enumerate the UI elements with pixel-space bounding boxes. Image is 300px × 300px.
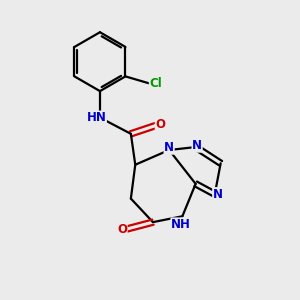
Text: HN: HN — [86, 111, 106, 124]
Text: O: O — [117, 223, 127, 236]
Text: N: N — [192, 139, 202, 152]
Text: N: N — [164, 141, 174, 154]
Text: NH: NH — [171, 218, 191, 231]
Text: O: O — [155, 118, 165, 131]
Text: N: N — [213, 188, 223, 201]
Text: Cl: Cl — [149, 77, 162, 90]
